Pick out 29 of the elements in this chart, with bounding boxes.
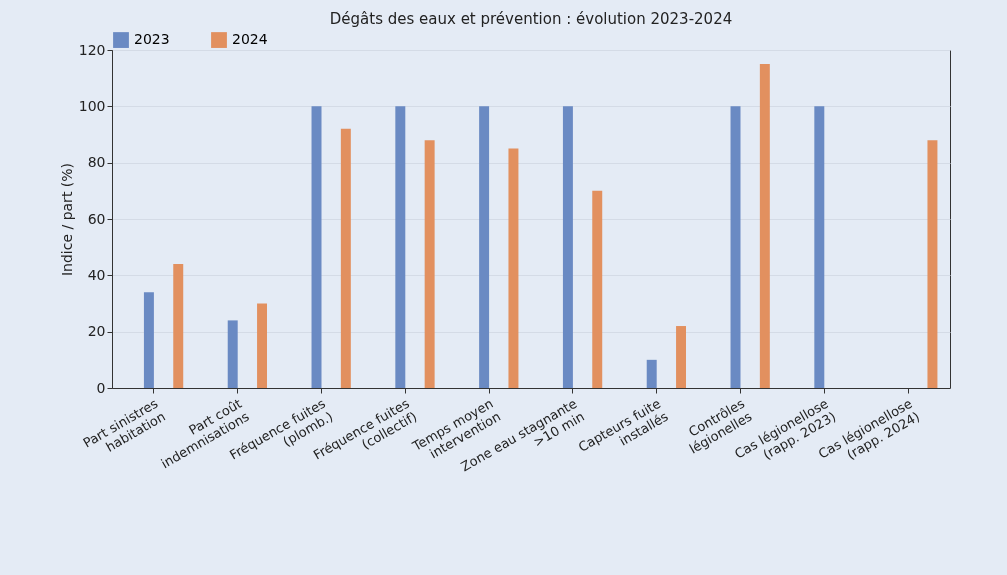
bar: [759, 64, 770, 388]
bar: [143, 292, 154, 388]
y-tick-label: 0: [96, 379, 106, 396]
y-tick-label: 60: [87, 210, 106, 227]
y-tick-label: 80: [87, 154, 106, 171]
bar: [173, 264, 184, 388]
bar: [340, 128, 351, 388]
bar: [257, 303, 268, 388]
bar: [927, 140, 938, 388]
y-tick-label: 100: [78, 97, 106, 114]
y-tick-label: 20: [87, 323, 106, 340]
chart-title: Dégâts des eaux et prévention : évolution 2023-2024: [329, 10, 733, 28]
bar: [646, 359, 657, 388]
bar: [592, 190, 603, 388]
bar: [424, 140, 435, 388]
bar: [395, 106, 406, 388]
bar: [730, 106, 741, 388]
bar: [814, 106, 825, 388]
y-axis-title: Indice / part (%): [58, 162, 75, 277]
legend-label: 2023: [134, 31, 170, 48]
y-tick-label: 40: [87, 266, 106, 283]
bar: [227, 320, 238, 388]
legend-label: 2024: [232, 31, 268, 48]
bar: [562, 106, 573, 388]
y-tick-label: 120: [78, 41, 106, 58]
bar: [479, 106, 490, 388]
bar: [676, 326, 687, 388]
bar: [508, 148, 519, 388]
bar: [311, 106, 322, 388]
